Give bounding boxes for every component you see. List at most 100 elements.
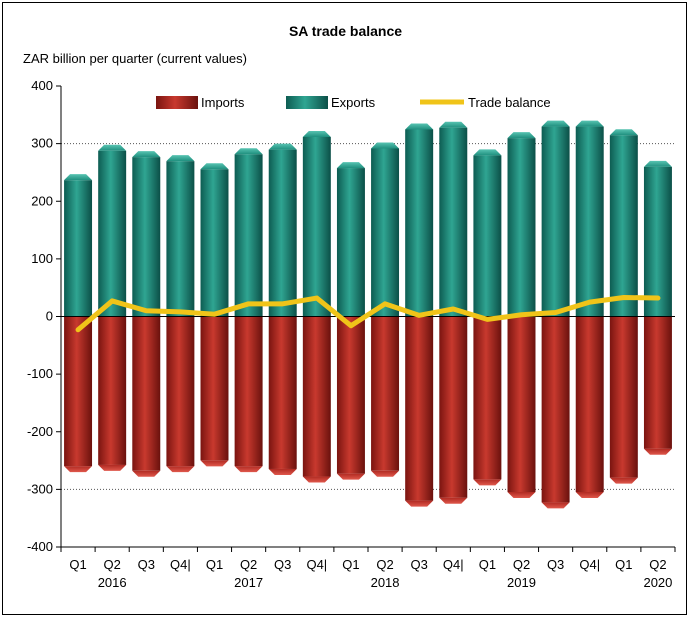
y-tick-label: -300 (27, 481, 53, 496)
imports-bar-cap (132, 470, 161, 477)
imports-bar-cap (643, 448, 672, 455)
y-tick-label: -400 (27, 539, 53, 554)
imports-bar-cap (166, 466, 195, 473)
exports-bar-cap (336, 162, 365, 169)
exports-bar-cap (302, 130, 331, 137)
imports-bar-cap (64, 466, 93, 473)
x-tick-label: Q1 (342, 557, 359, 572)
imports-bar-cap (371, 470, 400, 477)
imports-bar-cap (268, 468, 297, 475)
trade-balance-line (75, 294, 661, 333)
x-tick-label: Q3 (138, 557, 155, 572)
exports-bar-cap (268, 143, 297, 150)
x-tick-label: Q3 (547, 557, 564, 572)
imports-bar (268, 316, 297, 469)
exports-bar (405, 129, 434, 317)
y-tick-label: 0 (46, 309, 53, 324)
exports-bar-cap (64, 174, 93, 181)
exports-bar-cap (132, 151, 161, 158)
exports-bar-cap (371, 142, 400, 149)
imports-bar (643, 316, 672, 449)
exports-bar (64, 180, 93, 317)
imports-bar (541, 316, 570, 503)
exports-bar (234, 154, 263, 317)
x-tick-label: Q2 (513, 557, 530, 572)
year-label: 2017 (234, 575, 263, 590)
imports-bar (234, 316, 263, 467)
imports-bar-cap (98, 464, 127, 471)
imports-bar-cap (302, 476, 331, 483)
legend-label: Trade balance (468, 95, 551, 110)
x-tick-label: Q2 (649, 557, 666, 572)
x-tick-label: Q4| (306, 557, 327, 572)
exports-bar (609, 135, 638, 317)
exports-bar (336, 168, 365, 317)
exports-bar (473, 155, 502, 317)
exports-bar-cap (507, 132, 536, 139)
chart-title: SA trade balance (288, 23, 403, 39)
exports-bar-cap (98, 144, 127, 151)
imports-bar-cap (439, 497, 468, 504)
legend-swatch-imports (156, 96, 198, 109)
exports-bar (200, 169, 229, 317)
imports-bar-cap (507, 492, 536, 499)
y-tick-label: -200 (27, 424, 53, 439)
y-tick-label: 400 (31, 78, 53, 93)
year-label: 2020 (643, 575, 672, 590)
x-tick-label: Q3 (274, 557, 291, 572)
imports-bar-cap (541, 502, 570, 509)
imports-bar (473, 316, 502, 480)
x-tick-label: Q2 (103, 557, 120, 572)
legend-label: Imports (201, 95, 245, 110)
imports-bar (507, 316, 536, 493)
year-label: 2016 (98, 575, 127, 590)
imports-bar (439, 316, 468, 498)
x-tick-label: Q1 (69, 557, 86, 572)
x-tick-label: Q1 (206, 557, 223, 572)
y-tick-label: 100 (31, 251, 53, 266)
imports-bar (98, 316, 127, 465)
exports-bar-cap (609, 129, 638, 136)
exports-bar (541, 126, 570, 317)
imports-bar-cap (234, 466, 263, 473)
x-tick-label: Q4| (170, 557, 191, 572)
imports-bar (64, 316, 93, 467)
exports-bar-cap (166, 155, 195, 162)
x-tick-label: Q4| (579, 557, 600, 572)
imports-bar-cap (609, 477, 638, 484)
imports-bar-cap (405, 500, 434, 507)
exports-bar (166, 161, 195, 317)
exports-bar (439, 127, 468, 317)
imports-bar-cap (575, 492, 604, 499)
x-tick-label: Q1 (615, 557, 632, 572)
exports-bar-cap (643, 160, 672, 167)
y-tick-label: 300 (31, 136, 53, 151)
y-tick-label: 200 (31, 193, 53, 208)
x-tick-label: Q2 (376, 557, 393, 572)
y-tick-label: -100 (27, 366, 53, 381)
x-tick-label: Q4| (443, 557, 464, 572)
legend-swatch-exports (286, 96, 328, 109)
imports-bar (371, 316, 400, 471)
imports-bar (609, 316, 638, 478)
exports-bar-cap (575, 120, 604, 127)
exports-bar (132, 157, 161, 317)
imports-bar-cap (473, 479, 502, 486)
exports-bar (268, 149, 297, 317)
imports-bar (302, 316, 331, 477)
x-tick-label: Q3 (410, 557, 427, 572)
imports-bar (575, 316, 604, 493)
imports-bar (200, 316, 229, 461)
exports-bar-cap (200, 163, 229, 170)
year-label: 2019 (507, 575, 536, 590)
exports-bar (507, 138, 536, 317)
y-axis-unit-label: ZAR billion per quarter (current values) (23, 51, 247, 66)
exports-bar-cap (405, 123, 434, 130)
imports-bar (166, 316, 195, 467)
exports-bar (302, 136, 331, 317)
x-tick-label: Q2 (240, 557, 257, 572)
year-label: 2018 (371, 575, 400, 590)
imports-bar-cap (200, 460, 229, 467)
exports-bar (371, 148, 400, 317)
